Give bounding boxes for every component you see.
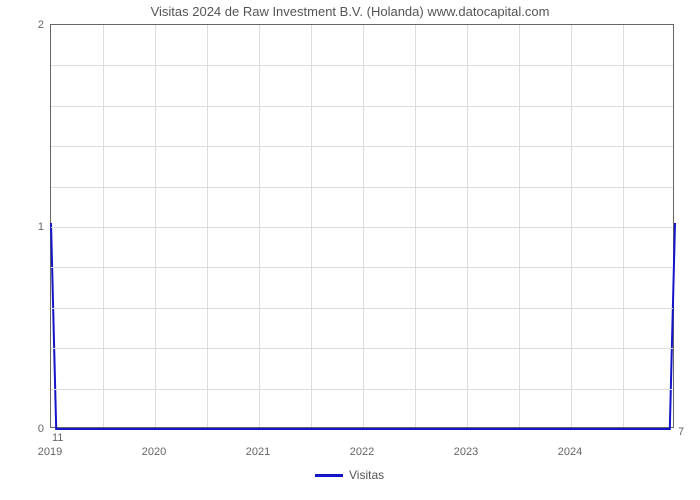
gridline-v <box>467 25 468 427</box>
gridline-v <box>415 25 416 427</box>
chart-title: Visitas 2024 de Raw Investment B.V. (Hol… <box>0 4 700 19</box>
gridline-h <box>51 187 673 188</box>
legend-swatch <box>315 474 343 477</box>
gridline-v <box>311 25 312 427</box>
annotation-bottom-left: 11 <box>52 432 63 444</box>
legend: Visitas <box>315 468 384 482</box>
gridline-v <box>259 25 260 427</box>
y-tick-label: 0 <box>14 423 44 435</box>
line-chart: Visitas 2024 de Raw Investment B.V. (Hol… <box>0 0 700 500</box>
gridline-v <box>519 25 520 427</box>
x-tick-label: 2022 <box>350 446 374 458</box>
gridline-v <box>207 25 208 427</box>
gridline-h <box>51 308 673 309</box>
gridline-h <box>51 65 673 66</box>
gridline-v <box>571 25 572 427</box>
annotation-bottom-right: 7 <box>678 426 684 438</box>
x-tick-label: 2020 <box>142 446 166 458</box>
gridline-v <box>363 25 364 427</box>
gridline-v <box>155 25 156 427</box>
x-tick-label: 2019 <box>38 446 62 458</box>
plot-area <box>50 24 674 428</box>
gridline-v <box>103 25 104 427</box>
x-tick-label: 2023 <box>454 446 478 458</box>
x-tick-label: 2021 <box>246 446 270 458</box>
gridline-h <box>51 267 673 268</box>
gridline-v <box>623 25 624 427</box>
gridline-h <box>51 389 673 390</box>
gridline-h <box>51 146 673 147</box>
gridline-h <box>51 227 673 228</box>
legend-label: Visitas <box>349 468 384 482</box>
y-tick-label: 1 <box>14 221 44 233</box>
x-tick-label: 2024 <box>558 446 582 458</box>
y-tick-label: 2 <box>14 19 44 31</box>
gridline-h <box>51 348 673 349</box>
gridline-h <box>51 106 673 107</box>
